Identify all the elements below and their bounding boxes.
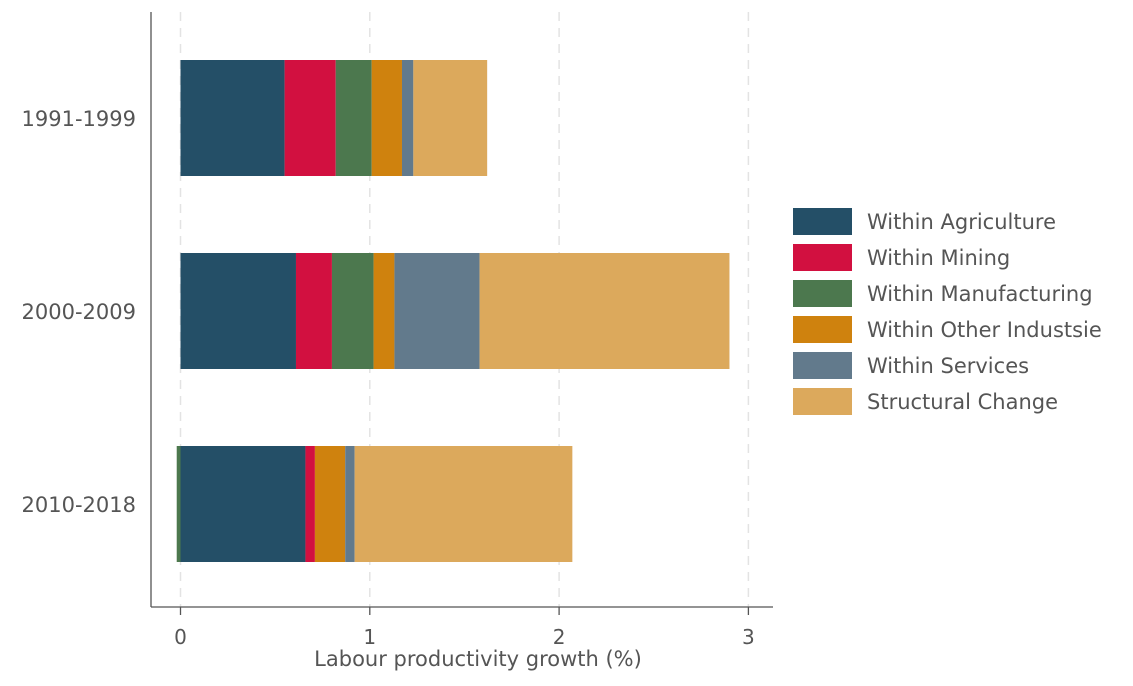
legend-label: Within Manufacturing (867, 282, 1093, 306)
bar-segment-within-manufacturing-2000-2009 (331, 253, 374, 369)
bar-segment-within-mining-2010-2018 (305, 446, 315, 562)
bar-segment-within-other-industsie-1991-1999 (371, 60, 402, 176)
bar-segment-structural-change-1991-1999 (413, 60, 488, 176)
legend-item: Structural Change (793, 388, 1058, 415)
legend-swatch (793, 208, 852, 235)
legend-label: Within Other Industsie (867, 318, 1102, 342)
x-tick-label: 2 (553, 625, 566, 649)
legend-label: Within Mining (867, 246, 1010, 270)
bars (176, 60, 730, 562)
legend-swatch (793, 352, 852, 379)
category-label: 1991-1999 (22, 107, 136, 131)
x-ticks: 0 1 2 3 (174, 607, 755, 649)
legend-item: Within Mining (793, 244, 1010, 271)
legend-swatch (793, 244, 852, 271)
bar-segment-within-agriculture-2000-2009 (180, 253, 296, 369)
axes (150, 12, 773, 608)
legend-label: Within Services (867, 354, 1029, 378)
bar-segment-within-mining-2000-2009 (295, 253, 332, 369)
legend-swatch (793, 316, 852, 343)
legend-label: Structural Change (867, 390, 1058, 414)
bar-segment-within-services-2000-2009 (394, 253, 480, 369)
bar-segment-structural-change-2010-2018 (354, 446, 573, 562)
bar-segment-within-services-2010-2018 (345, 446, 355, 562)
legend-swatch (793, 280, 852, 307)
bar-segment-within-manufacturing-1991-1999 (335, 60, 372, 176)
legend-item: Within Agriculture (793, 208, 1056, 235)
legend-item: Within Manufacturing (793, 280, 1093, 307)
x-tick-label: 3 (742, 625, 755, 649)
category-label: 2000-2009 (22, 300, 136, 324)
bar-segment-within-agriculture-1991-1999 (180, 60, 285, 176)
x-axis-label: Labour productivity growth (%) (314, 647, 642, 671)
bar-segment-within-manufacturing-2010-2018 (176, 446, 181, 562)
category-labels: 1991-1999 2000-2009 2010-2018 (22, 107, 136, 517)
x-tick-label: 0 (174, 625, 187, 649)
bar-segment-within-services-1991-1999 (401, 60, 414, 176)
legend: Within Agriculture Within Mining Within Ma… (793, 208, 1102, 415)
bar-segment-within-mining-1991-1999 (284, 60, 336, 176)
bar-segment-within-other-industsie-2010-2018 (314, 446, 346, 562)
legend-label: Within Agriculture (867, 210, 1056, 234)
bar-segment-within-agriculture-2010-2018 (180, 446, 306, 562)
category-label: 2010-2018 (22, 493, 136, 517)
bar-segment-within-other-industsie-2000-2009 (373, 253, 395, 369)
x-tick-label: 1 (363, 625, 376, 649)
bar-segment-structural-change-2000-2009 (479, 253, 730, 369)
legend-item: Within Other Industsie (793, 316, 1102, 343)
legend-swatch (793, 388, 852, 415)
legend-item: Within Services (793, 352, 1029, 379)
